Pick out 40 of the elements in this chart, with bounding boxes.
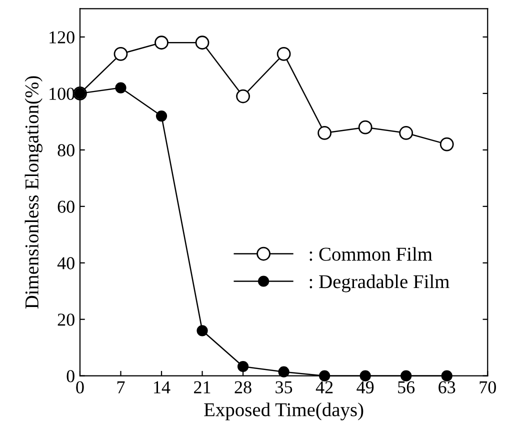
legend-label: : Degradable Film [310,274,450,292]
y-tick-label: 20 [58,314,74,326]
y-axis-title: Dimensionless Elongation(%) [24,76,42,309]
x-tick-label: 70 [480,381,496,394]
point [115,82,126,94]
point [195,36,210,50]
point [399,126,414,140]
x-axis-title: Exposed Time(days) [204,402,364,420]
point [440,137,454,152]
point [236,89,250,104]
point [196,325,208,336]
point [154,36,168,50]
x-tick-label: 63 [438,381,456,394]
point [360,370,371,382]
point [114,46,128,61]
point [276,46,291,61]
point [358,120,372,134]
point [156,110,168,122]
point [278,366,290,378]
x-tick-label: 0 [76,381,84,394]
point [318,126,332,140]
x-tick-label: 21 [194,381,210,394]
x-tick-label: 7 [117,381,125,394]
x-tick-label: 49 [356,381,374,394]
point [441,370,452,382]
x-tick-label: 42 [316,381,333,394]
x-tick-label: 35 [276,381,292,394]
point [237,360,249,372]
point [400,370,412,382]
y-tick-label: 80 [58,144,74,156]
x-tick-label: 28 [234,381,252,394]
point [319,370,330,382]
y-tick-label: 60 [58,200,74,213]
y-tick-label: 100 [50,88,74,100]
y-tick-label: 120 [50,31,74,44]
y-tick-label: 0 [66,370,74,382]
y-tick-label: 40 [57,257,74,270]
x-tick-label: 56 [398,381,415,394]
legend-label: : Common Film [310,247,432,261]
x-tick-label: 14 [154,381,170,394]
